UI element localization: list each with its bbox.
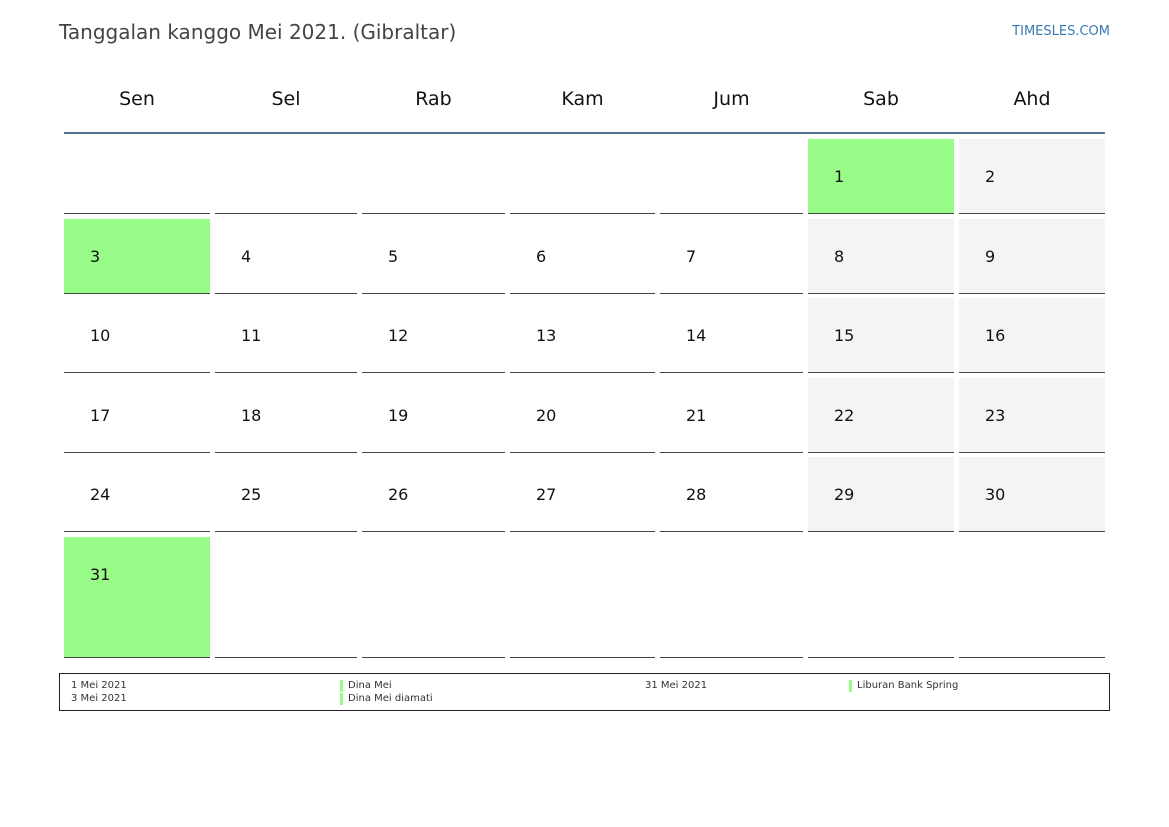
legend-date: 1 Mei 2021 [71, 680, 127, 691]
day-cell-9: 9 [959, 219, 1105, 294]
day-number: 30 [985, 485, 1006, 504]
legend-holiday-name: Liburan Bank Spring [857, 680, 959, 691]
day-cell-4: 4 [215, 219, 357, 294]
day-number: 10 [90, 326, 111, 345]
day-cell-21: 21 [660, 378, 803, 453]
day-number: 7 [686, 247, 697, 266]
day-number: 9 [985, 247, 996, 266]
day-number: 25 [241, 485, 262, 504]
day-cell-15: 15 [808, 298, 954, 373]
day-cell-7: 7 [660, 219, 803, 294]
day-cell-14: 14 [660, 298, 803, 373]
day-number: 22 [834, 406, 855, 425]
site-link[interactable]: TIMESLES.COM [1012, 24, 1110, 39]
day-number: 15 [834, 326, 855, 345]
legend-date: 3 Mei 2021 [71, 693, 127, 704]
empty-day-cell [808, 537, 954, 658]
day-cell-8: 8 [808, 219, 954, 294]
day-number: 23 [985, 406, 1006, 425]
day-cell-22: 22 [808, 378, 954, 453]
day-number: 19 [388, 406, 409, 425]
day-cell-18: 18 [215, 378, 357, 453]
weekday-wed: Rab [415, 88, 452, 110]
empty-day-cell [660, 139, 803, 214]
day-number: 5 [388, 247, 399, 266]
day-cell-17: 17 [64, 378, 210, 453]
weekday-thu: Kam [561, 88, 604, 110]
day-cell-10: 10 [64, 298, 210, 373]
day-number: 16 [985, 326, 1006, 345]
legend-date: 31 Mei 2021 [645, 680, 708, 691]
day-number: 1 [834, 167, 845, 186]
page-title: Tanggalan kanggo Mei 2021. (Gibraltar) [59, 20, 457, 44]
day-cell-3: 3 [64, 219, 210, 294]
day-number: 12 [388, 326, 409, 345]
legend-holiday-name: Dina Mei [348, 680, 392, 691]
day-cell-5: 5 [362, 219, 505, 294]
day-number: 18 [241, 406, 262, 425]
empty-day-cell [510, 537, 655, 658]
day-cell-23: 23 [959, 378, 1105, 453]
day-number: 27 [536, 485, 557, 504]
day-cell-12: 12 [362, 298, 505, 373]
empty-day-cell [215, 139, 357, 214]
day-cell-13: 13 [510, 298, 655, 373]
weekday-tue: Sel [271, 88, 301, 110]
weekday-sat: Sab [863, 88, 899, 110]
day-number: 6 [536, 247, 547, 266]
empty-day-cell [362, 537, 505, 658]
day-cell-20: 20 [510, 378, 655, 453]
holiday-color-marker [340, 680, 343, 692]
weekday-mon: Sen [119, 88, 155, 110]
day-number: 26 [388, 485, 409, 504]
day-number: 4 [241, 247, 252, 266]
day-cell-28: 28 [660, 457, 803, 532]
legend-holiday-name: Dina Mei diamati [348, 693, 433, 704]
holiday-color-marker [340, 693, 343, 705]
weekday-sun: Ahd [1013, 88, 1051, 110]
day-number: 21 [686, 406, 707, 425]
empty-day-cell [215, 537, 357, 658]
day-cell-30: 30 [959, 457, 1105, 532]
day-number: 13 [536, 326, 557, 345]
empty-day-cell [959, 537, 1105, 658]
holiday-color-marker [849, 680, 852, 692]
day-cell-24: 24 [64, 457, 210, 532]
day-number: 20 [536, 406, 557, 425]
day-cell-1: 1 [808, 139, 954, 214]
day-number: 29 [834, 485, 855, 504]
day-number: 2 [985, 167, 996, 186]
day-cell-16: 16 [959, 298, 1105, 373]
day-cell-26: 26 [362, 457, 505, 532]
day-number: 24 [90, 485, 111, 504]
day-number: 3 [90, 247, 101, 266]
weekday-header: Sen Sel Rab Kam Jum Sab Ahd [64, 80, 1105, 134]
day-number: 11 [241, 326, 262, 345]
day-cell-27: 27 [510, 457, 655, 532]
day-number: 17 [90, 406, 111, 425]
day-cell-2: 2 [959, 139, 1105, 214]
day-cell-19: 19 [362, 378, 505, 453]
holiday-legend: 1 Mei 2021 3 Mei 2021 Dina Mei Dina Mei … [59, 673, 1110, 711]
day-number: 31 [90, 565, 111, 584]
empty-day-cell [362, 139, 505, 214]
day-cell-25: 25 [215, 457, 357, 532]
day-cell-31: 31 [64, 537, 210, 658]
empty-day-cell [660, 537, 803, 658]
day-cell-11: 11 [215, 298, 357, 373]
day-number: 8 [834, 247, 845, 266]
day-number: 28 [686, 485, 707, 504]
day-number: 14 [686, 326, 707, 345]
day-cell-29: 29 [808, 457, 954, 532]
weekday-fri: Jum [713, 88, 750, 110]
empty-day-cell [64, 139, 210, 214]
day-cell-6: 6 [510, 219, 655, 294]
empty-day-cell [510, 139, 655, 214]
